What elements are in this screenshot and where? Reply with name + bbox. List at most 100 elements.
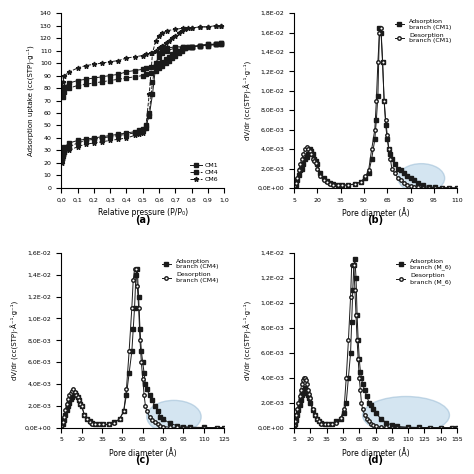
CM1: [132, 129, 137, 135]
CM1: [164, 45, 170, 51]
Line: Adsorption
branch (CM4): Adsorption branch (CM4): [59, 267, 226, 429]
CM6: [159, 30, 165, 36]
CM1: [99, 134, 105, 139]
CM6: [75, 144, 81, 150]
Adsorption
branch (CM1): [447, 185, 452, 191]
Desorption
branch (CM1): [301, 151, 306, 157]
CM4: [150, 79, 155, 85]
X-axis label: Relative pressure (P/P₀): Relative pressure (P/P₀): [98, 208, 188, 217]
Adsorption
branch (CM4): [92, 421, 98, 427]
Adsorption
branch (M_6): [359, 375, 365, 381]
CM6: [60, 155, 66, 161]
CM6: [132, 133, 137, 138]
CM4: [124, 131, 129, 137]
CM4: [153, 60, 159, 66]
Desorption
branch (M_6): [334, 420, 339, 426]
Desorption
branch (CM4): [135, 283, 140, 289]
Line: CM6: CM6: [60, 23, 223, 165]
CM4: [218, 42, 224, 47]
Adsorption
branch (CM1): [311, 156, 317, 162]
CM6: [218, 23, 224, 28]
CM4: [60, 153, 66, 158]
Desorption
branch (CM1): [311, 158, 317, 164]
CM4: [143, 125, 149, 131]
CM1: [83, 137, 89, 142]
CM4: [189, 44, 194, 50]
CM4: [197, 43, 202, 48]
CM1: [181, 44, 186, 50]
Line: CM1: CM1: [60, 41, 223, 156]
CM1: [156, 50, 162, 56]
Line: Desorption
branch (CM1): Desorption branch (CM1): [292, 26, 459, 190]
CM4: [62, 149, 67, 155]
CM4: [99, 135, 105, 141]
Desorption
branch (CM1): [291, 183, 297, 189]
CM4: [164, 48, 170, 54]
CM1: [218, 40, 224, 46]
Desorption
branch (CM1): [454, 185, 460, 191]
CM4: [140, 128, 146, 133]
CM1: [116, 131, 121, 137]
Adsorption
branch (CM4): [129, 348, 135, 354]
CM4: [159, 50, 165, 56]
CM4: [146, 110, 152, 116]
Desorption
branch (M_6): [291, 422, 297, 428]
CM1: [91, 135, 97, 141]
Adsorption
branch (CM4): [71, 392, 76, 398]
Desorption
branch (CM1): [447, 185, 452, 191]
CM4: [75, 140, 81, 146]
X-axis label: Pore diameter (Å): Pore diameter (Å): [342, 208, 410, 218]
CM6: [66, 147, 72, 153]
Adsorption
branch (CM1): [307, 146, 312, 152]
Adsorption
branch (CM1): [291, 184, 297, 190]
CM6: [143, 123, 149, 128]
Adsorption
branch (CM1): [330, 181, 336, 187]
Desorption
branch (M_6): [359, 400, 365, 406]
Desorption
branch (CM4): [129, 305, 135, 310]
CM1: [146, 113, 152, 118]
Adsorption
branch (CM4): [58, 424, 64, 429]
Adsorption
branch (CM1): [420, 182, 426, 188]
CM6: [62, 151, 67, 157]
Desorption
branch (CM4): [140, 376, 146, 382]
Desorption
branch (CM4): [58, 423, 64, 428]
Adsorption
branch (CM1): [301, 161, 306, 166]
Text: (a): (a): [135, 215, 150, 225]
CM6: [213, 23, 219, 28]
Adsorption
branch (M_6): [352, 256, 358, 262]
Adsorption
branch (M_6): [334, 419, 339, 424]
Legend: CM1, CM4, CM6: CM1, CM4, CM6: [187, 160, 221, 185]
CM4: [132, 130, 137, 136]
Y-axis label: dV/dr (cc(STP)·Å⁻¹·g⁻¹): dV/dr (cc(STP)·Å⁻¹·g⁻¹): [11, 301, 19, 380]
CM1: [140, 127, 146, 132]
CM6: [107, 137, 113, 143]
Ellipse shape: [147, 401, 201, 433]
Desorption
branch (M_6): [360, 406, 365, 412]
CM6: [205, 24, 211, 30]
Desorption
branch (M_6): [294, 406, 300, 412]
CM4: [91, 137, 97, 142]
Legend: Adsorption
branch (M_6), Desorption
branch (M_6): Adsorption branch (M_6), Desorption bran…: [393, 256, 454, 287]
CM1: [159, 46, 165, 52]
CM6: [156, 33, 162, 38]
Desorption
branch (CM1): [307, 148, 312, 154]
Adsorption
branch (CM4): [133, 272, 139, 278]
CM4: [137, 129, 142, 135]
CM6: [83, 141, 89, 147]
Adsorption
branch (M_6): [360, 381, 365, 387]
CM1: [205, 42, 211, 47]
Line: Adsorption
branch (M_6): Adsorption branch (M_6): [292, 257, 459, 429]
Desorption
branch (CM1): [330, 182, 336, 188]
CM4: [173, 45, 178, 51]
Adsorption
branch (CM4): [135, 266, 140, 272]
Legend: Adsorption
branch (CM1), Desorption
branch (CM1): Adsorption branch (CM1), Desorption bran…: [392, 16, 454, 46]
CM6: [153, 38, 159, 44]
Desorption
branch (CM1): [420, 185, 426, 191]
Legend: Adsorption
branch (CM4), Desorption
branch (CM4): Adsorption branch (CM4), Desorption bran…: [159, 256, 221, 286]
CM1: [107, 133, 113, 138]
Desorption
branch (CM4): [215, 425, 220, 430]
Text: (c): (c): [136, 455, 150, 465]
CM4: [59, 156, 65, 162]
CM6: [124, 135, 129, 141]
CM1: [153, 63, 159, 68]
